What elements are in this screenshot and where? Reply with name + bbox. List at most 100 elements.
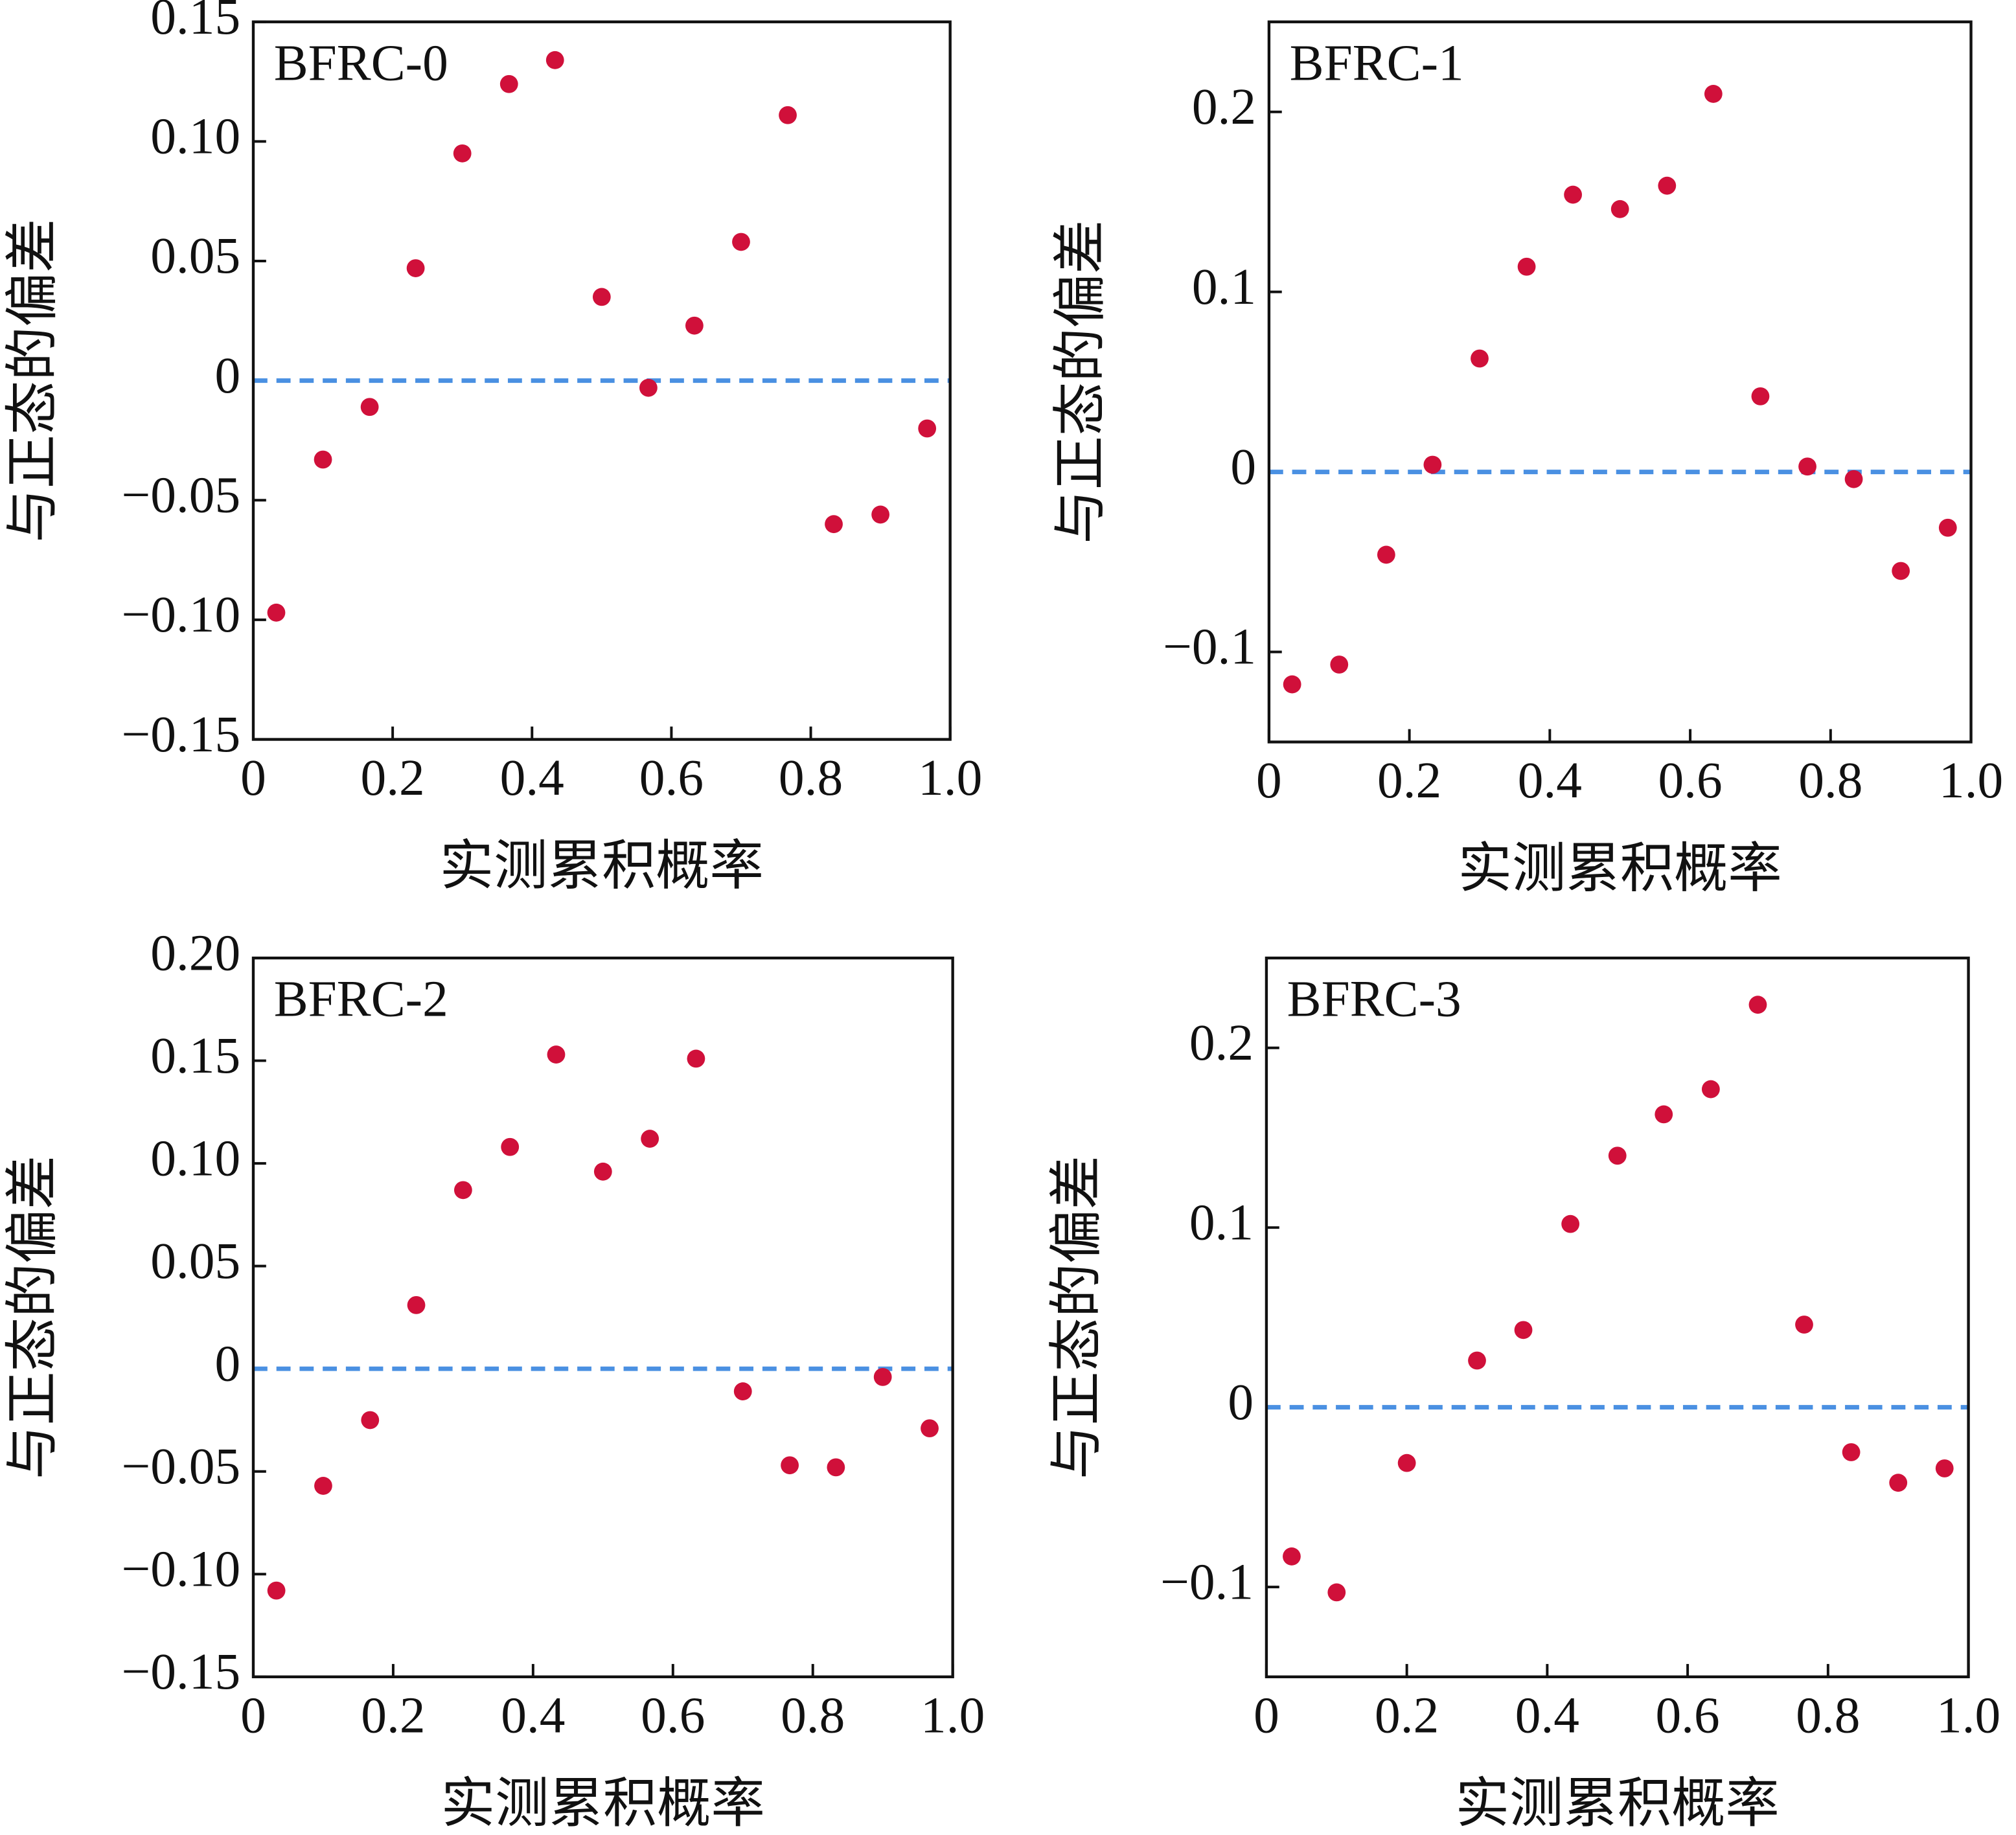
panel-label: BFRC-3: [1287, 971, 1461, 1028]
x-tick-label: 0.4: [500, 749, 564, 806]
point: [1748, 996, 1767, 1014]
y-tick-label: 0.1: [1189, 1194, 1254, 1251]
point: [1655, 1105, 1673, 1124]
x-axis-label: 实测累积概率: [441, 1774, 765, 1834]
point: [1471, 349, 1489, 368]
x-tick-label: 0.2: [361, 749, 425, 806]
point: [1751, 387, 1770, 405]
y-tick-label: 0.15: [150, 1027, 240, 1084]
x-tick-label: 0.2: [1377, 752, 1441, 809]
y-tick-label: 0.20: [150, 924, 240, 981]
y-tick-label: 0.05: [150, 227, 240, 284]
point: [267, 603, 286, 622]
point: [407, 1296, 426, 1314]
plot-frame: [1265, 956, 1970, 1678]
y-tick-label: 0.1: [1192, 258, 1256, 315]
point: [592, 288, 611, 306]
point: [1330, 655, 1349, 674]
point: [406, 259, 425, 277]
point: [641, 1130, 659, 1148]
y-tick-label: 0.2: [1192, 78, 1256, 135]
plot-frame: [251, 956, 954, 1678]
y-tick-label: −0.1: [1163, 619, 1256, 676]
point: [1327, 1583, 1346, 1602]
point: [501, 1137, 520, 1156]
point: [1283, 675, 1301, 694]
point: [1283, 1547, 1301, 1566]
point: [1561, 1214, 1580, 1233]
y-tick-label: −0.15: [121, 706, 240, 763]
x-tick-label: 0.6: [1656, 1687, 1720, 1744]
y-tick-label: 0.15: [150, 0, 240, 45]
point: [1798, 457, 1816, 476]
x-tick-label: 0: [1256, 752, 1282, 809]
y-tick-label: 0.10: [150, 108, 240, 165]
point: [825, 515, 843, 534]
point: [267, 1581, 286, 1600]
y-tick-label: 0.10: [150, 1130, 240, 1187]
y-axis-label: 与正态的偏差: [4, 219, 63, 543]
x-tick-label: 0.2: [361, 1687, 425, 1744]
point: [1938, 518, 1957, 537]
y-axis-label: 与正态的偏差: [1051, 220, 1111, 544]
point: [314, 450, 332, 469]
x-tick-label: 0.6: [639, 749, 704, 806]
x-tick-label: 0.8: [781, 1687, 845, 1744]
point: [1468, 1351, 1486, 1370]
point: [918, 419, 937, 438]
point: [1608, 1146, 1627, 1165]
x-tick-label: 0: [240, 1687, 266, 1744]
point: [733, 1382, 752, 1400]
point: [1892, 562, 1910, 580]
point: [685, 316, 704, 335]
point: [1704, 85, 1723, 103]
y-axis-label: 与正态的偏差: [1048, 1156, 1107, 1479]
x-tick-label: 0.8: [779, 749, 843, 806]
point: [1701, 1080, 1720, 1099]
point: [921, 1419, 939, 1438]
point: [639, 378, 658, 397]
panel-label: BFRC-2: [274, 971, 448, 1028]
y-axis-label: 与正态的偏差: [4, 1156, 63, 1479]
point: [873, 1367, 892, 1386]
x-tick-label: 1.0: [918, 749, 982, 806]
x-axis-label: 实测累积概率: [1458, 839, 1782, 899]
x-axis-label: 实测累积概率: [440, 837, 764, 896]
point: [1397, 1453, 1416, 1472]
point: [1795, 1316, 1813, 1334]
point: [545, 51, 564, 69]
y-tick-label: −0.05: [121, 1438, 240, 1495]
y-tick-label: −0.10: [121, 1540, 240, 1597]
point: [1658, 176, 1677, 195]
plot-frame: [251, 20, 952, 741]
y-tick-label: −0.05: [121, 466, 240, 523]
point: [1610, 199, 1629, 218]
x-tick-label: 1.0: [921, 1687, 985, 1744]
x-tick-label: 1.0: [1936, 1687, 2000, 1744]
x-tick-label: 0: [1254, 1687, 1279, 1744]
point: [453, 1181, 472, 1200]
panel-label: BFRC-0: [274, 34, 448, 91]
point: [1517, 257, 1536, 276]
x-tick-label: 0.4: [1518, 752, 1582, 809]
y-tick-label: 0: [214, 347, 240, 404]
point: [871, 505, 890, 524]
y-tick-label: 0.2: [1189, 1014, 1254, 1071]
x-tick-label: 0.4: [1515, 1687, 1579, 1744]
y-tick-label: 0: [1230, 439, 1256, 496]
x-tick-label: 0.2: [1375, 1687, 1439, 1744]
point: [1423, 455, 1442, 474]
y-tick-label: 0.05: [150, 1233, 240, 1290]
y-tick-label: 0: [1228, 1374, 1254, 1431]
point: [779, 106, 797, 124]
point: [1377, 545, 1395, 564]
point: [547, 1045, 566, 1064]
point: [360, 398, 379, 416]
x-tick-label: 1.0: [1939, 752, 2003, 809]
point: [1844, 470, 1863, 488]
point: [453, 144, 472, 163]
y-tick-label: −0.10: [121, 586, 240, 643]
x-tick-label: 0: [240, 749, 266, 806]
y-tick-label: 0: [214, 1335, 240, 1392]
